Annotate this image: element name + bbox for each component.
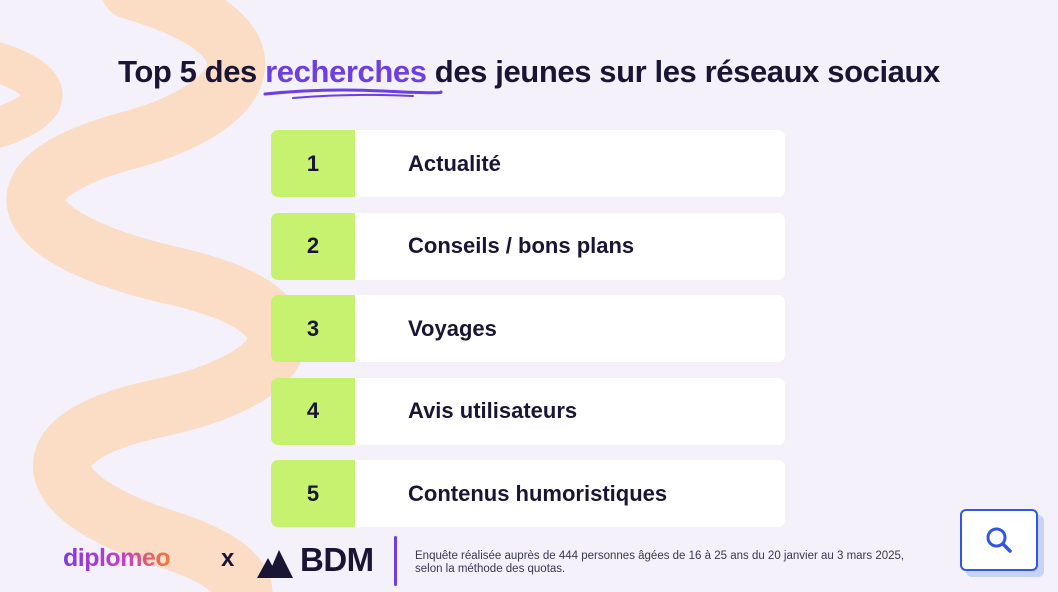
list-item: 3 Voyages bbox=[271, 295, 785, 362]
list-item: 2 Conseils / bons plans bbox=[271, 212, 785, 280]
rank-number: 5 bbox=[271, 460, 355, 527]
rank-number: 3 bbox=[271, 295, 355, 362]
rank-number: 4 bbox=[271, 377, 355, 445]
list-item: 4 Avis utilisateurs bbox=[271, 377, 785, 445]
underline-squiggle-icon bbox=[263, 88, 443, 99]
rank-number: 2 bbox=[271, 212, 355, 280]
rank-number: 1 bbox=[271, 130, 355, 197]
brand-separator: x bbox=[221, 545, 235, 572]
diplomeo-logo: diplomeo bbox=[63, 544, 171, 572]
ranking-list: 1 Actualité 2 Conseils / bons plans 3 Vo… bbox=[271, 130, 785, 543]
footer: diplomeo x BDM Enquête réalisée auprès d… bbox=[0, 530, 1058, 590]
list-item: 1 Actualité bbox=[271, 130, 785, 197]
search-button[interactable] bbox=[960, 509, 1038, 571]
title-highlight-text: recherches bbox=[265, 54, 427, 89]
title-before: Top 5 des bbox=[118, 54, 257, 89]
list-item: 5 Contenus humoristiques bbox=[271, 460, 785, 527]
rank-label: Actualité bbox=[355, 130, 785, 197]
survey-note-line2: selon la méthode des quotas. bbox=[415, 563, 566, 575]
rank-label: Voyages bbox=[355, 295, 785, 362]
rank-label: Conseils / bons plans bbox=[355, 212, 785, 280]
bdm-logo: BDM bbox=[300, 541, 374, 578]
page-title: Top 5 des recherches des jeunes sur les … bbox=[0, 54, 1058, 99]
footer-divider bbox=[394, 536, 397, 586]
search-icon bbox=[986, 527, 1012, 553]
rank-label: Contenus humoristiques bbox=[355, 460, 785, 527]
survey-note: Enquête réalisée auprès de 444 personnes… bbox=[415, 550, 955, 576]
title-highlight: recherches bbox=[263, 54, 443, 99]
title-after: des jeunes sur les réseaux sociaux bbox=[434, 54, 940, 89]
survey-note-line1: Enquête réalisée auprès de 444 personnes… bbox=[415, 550, 905, 562]
bdm-mountain-icon bbox=[257, 550, 293, 578]
rank-label: Avis utilisateurs bbox=[355, 377, 785, 445]
